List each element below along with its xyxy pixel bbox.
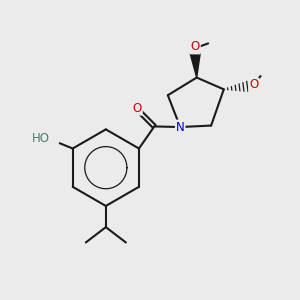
Text: HO: HO [32, 132, 50, 145]
Text: O: O [249, 78, 258, 92]
Text: N: N [176, 121, 184, 134]
Text: O: O [133, 102, 142, 115]
Text: O: O [190, 40, 200, 53]
Polygon shape [190, 53, 200, 78]
